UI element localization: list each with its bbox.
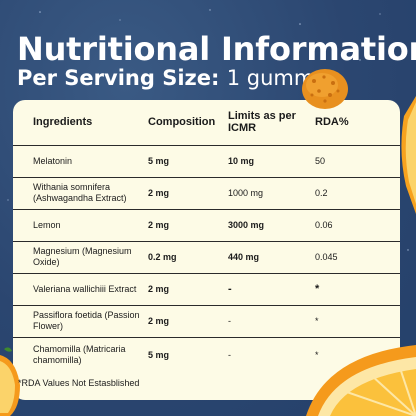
header-composition: Composition [148,116,216,129]
limit-cell: - [228,272,315,305]
serving-size: Per Serving Size: 1 gummy [17,66,327,90]
rda-cell: 0.045 [315,240,400,273]
limit-cell: 440 mg [228,240,315,273]
header-rda: RDA% [315,116,349,129]
ingredient-cell: Withania somnifera (Ashwagandha Extract) [13,176,148,209]
composition-cell: 2 mg [148,304,228,337]
orange-half-left-icon [0,347,20,416]
composition-cell: 0.2 mg [148,240,228,273]
orange-slice-bottom-icon [306,345,416,416]
header-ingredients: Ingredients [33,116,93,129]
table-row: Melatonin 5 mg 10 mg 50 [13,144,400,177]
composition-cell: 2 mg [148,272,228,305]
nutrition-card: Ingredients Composition Limits as per IC… [13,100,400,400]
limit-cell: - [228,304,315,337]
composition-cell: 2 mg [148,176,228,209]
limit-cell: 1000 mg [228,176,315,209]
ingredient-cell: Magnesium (Magnesium Oxide) [13,240,148,273]
table-row: Passiflora foetida (Passion Flower) 2 mg… [13,304,400,337]
ingredient-cell: Lemon [13,208,148,241]
page-title: Nutritional Information [17,30,416,68]
header-limits: Limits as per ICMR [228,110,296,135]
gummy-icon [302,69,348,109]
limit-cell: - [228,336,315,373]
ingredient-cell: Passiflora foetida (Passion Flower) [13,304,148,337]
table-header-row: Ingredients Composition Limits as per IC… [13,100,400,145]
rda-cell: 0.06 [315,208,400,241]
nutrition-table: Ingredients Composition Limits as per IC… [13,100,400,373]
rda-cell: * [315,272,400,305]
ingredient-cell: Valeriana wallichiii Extract [13,272,148,305]
limit-cell: 3000 mg [228,208,315,241]
composition-cell: 5 mg [148,336,228,373]
ingredient-cell: Melatonin [13,144,148,177]
limit-cell: 10 mg [228,144,315,177]
rda-cell: * [315,304,400,337]
composition-cell: 5 mg [148,144,228,177]
rda-cell: 50 [315,144,400,177]
footnote: *RDA Values Not Estasblished [18,378,140,388]
rda-cell: 0.2 [315,176,400,209]
table-row: Lemon 2 mg 3000 mg 0.06 [13,208,400,241]
table-row: Withania somnifera (Ashwagandha Extract)… [13,176,400,209]
serving-size-label: Per Serving Size: [17,66,220,90]
ingredient-cell: Chamomilla (Matricaria chamomilla) [13,336,148,373]
table-row: Magnesium (Magnesium Oxide) 0.2 mg 440 m… [13,240,400,273]
orange-slice-right-icon [401,96,416,214]
table-row: Valeriana wallichiii Extract 2 mg - * [13,272,400,305]
composition-cell: 2 mg [148,208,228,241]
